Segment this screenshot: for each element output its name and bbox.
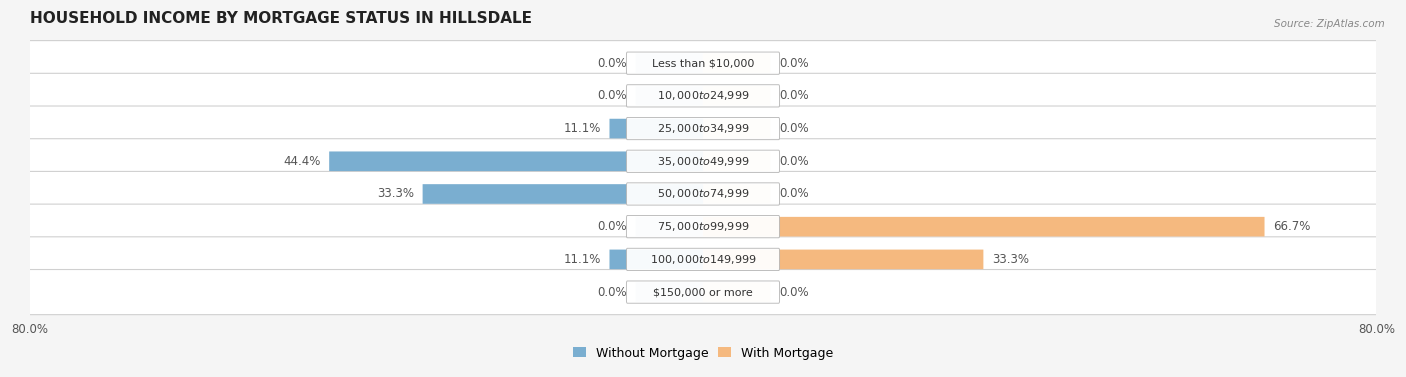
Text: 33.3%: 33.3% (991, 253, 1029, 266)
Text: 0.0%: 0.0% (598, 89, 627, 103)
Text: $75,000 to $99,999: $75,000 to $99,999 (657, 220, 749, 233)
FancyBboxPatch shape (636, 86, 703, 106)
FancyBboxPatch shape (423, 184, 703, 204)
FancyBboxPatch shape (22, 73, 1384, 118)
FancyBboxPatch shape (22, 172, 1384, 216)
FancyBboxPatch shape (627, 281, 779, 303)
Text: 0.0%: 0.0% (598, 286, 627, 299)
FancyBboxPatch shape (627, 183, 779, 205)
FancyBboxPatch shape (636, 119, 703, 138)
Text: 0.0%: 0.0% (598, 220, 627, 233)
FancyBboxPatch shape (627, 216, 779, 238)
FancyBboxPatch shape (22, 106, 1384, 151)
FancyBboxPatch shape (703, 184, 770, 204)
FancyBboxPatch shape (636, 282, 703, 302)
FancyBboxPatch shape (22, 237, 1384, 282)
FancyBboxPatch shape (329, 152, 703, 171)
FancyBboxPatch shape (22, 204, 1384, 249)
FancyBboxPatch shape (22, 139, 1384, 184)
Text: $10,000 to $24,999: $10,000 to $24,999 (657, 89, 749, 103)
Text: $25,000 to $34,999: $25,000 to $34,999 (657, 122, 749, 135)
FancyBboxPatch shape (636, 54, 703, 73)
FancyBboxPatch shape (627, 85, 779, 107)
Text: 0.0%: 0.0% (598, 57, 627, 70)
FancyBboxPatch shape (703, 282, 770, 302)
Text: 0.0%: 0.0% (779, 286, 808, 299)
Text: $150,000 or more: $150,000 or more (654, 287, 752, 297)
FancyBboxPatch shape (636, 152, 703, 171)
Text: $35,000 to $49,999: $35,000 to $49,999 (657, 155, 749, 168)
Text: Less than $10,000: Less than $10,000 (652, 58, 754, 68)
Text: 0.0%: 0.0% (779, 122, 808, 135)
FancyBboxPatch shape (703, 119, 770, 138)
FancyBboxPatch shape (627, 52, 779, 74)
Text: 0.0%: 0.0% (779, 187, 808, 201)
Text: 0.0%: 0.0% (779, 57, 808, 70)
FancyBboxPatch shape (627, 150, 779, 172)
Text: 44.4%: 44.4% (284, 155, 321, 168)
Text: $100,000 to $149,999: $100,000 to $149,999 (650, 253, 756, 266)
FancyBboxPatch shape (627, 248, 779, 271)
FancyBboxPatch shape (703, 250, 770, 269)
FancyBboxPatch shape (703, 217, 1264, 236)
FancyBboxPatch shape (609, 119, 703, 138)
FancyBboxPatch shape (22, 270, 1384, 315)
Text: HOUSEHOLD INCOME BY MORTGAGE STATUS IN HILLSDALE: HOUSEHOLD INCOME BY MORTGAGE STATUS IN H… (30, 11, 531, 26)
FancyBboxPatch shape (703, 54, 770, 73)
Text: 0.0%: 0.0% (779, 89, 808, 103)
FancyBboxPatch shape (22, 41, 1384, 86)
FancyBboxPatch shape (636, 250, 703, 269)
FancyBboxPatch shape (636, 217, 703, 236)
Text: 11.1%: 11.1% (564, 122, 602, 135)
FancyBboxPatch shape (703, 152, 770, 171)
Text: 11.1%: 11.1% (564, 253, 602, 266)
FancyBboxPatch shape (703, 86, 770, 106)
Text: $50,000 to $74,999: $50,000 to $74,999 (657, 187, 749, 201)
FancyBboxPatch shape (703, 217, 770, 236)
FancyBboxPatch shape (636, 184, 703, 204)
FancyBboxPatch shape (703, 250, 983, 269)
Text: 33.3%: 33.3% (377, 187, 415, 201)
FancyBboxPatch shape (609, 250, 703, 269)
Legend: Without Mortgage, With Mortgage: Without Mortgage, With Mortgage (568, 342, 838, 365)
FancyBboxPatch shape (627, 118, 779, 140)
Text: Source: ZipAtlas.com: Source: ZipAtlas.com (1274, 19, 1385, 29)
Text: 0.0%: 0.0% (779, 155, 808, 168)
Text: 66.7%: 66.7% (1272, 220, 1310, 233)
